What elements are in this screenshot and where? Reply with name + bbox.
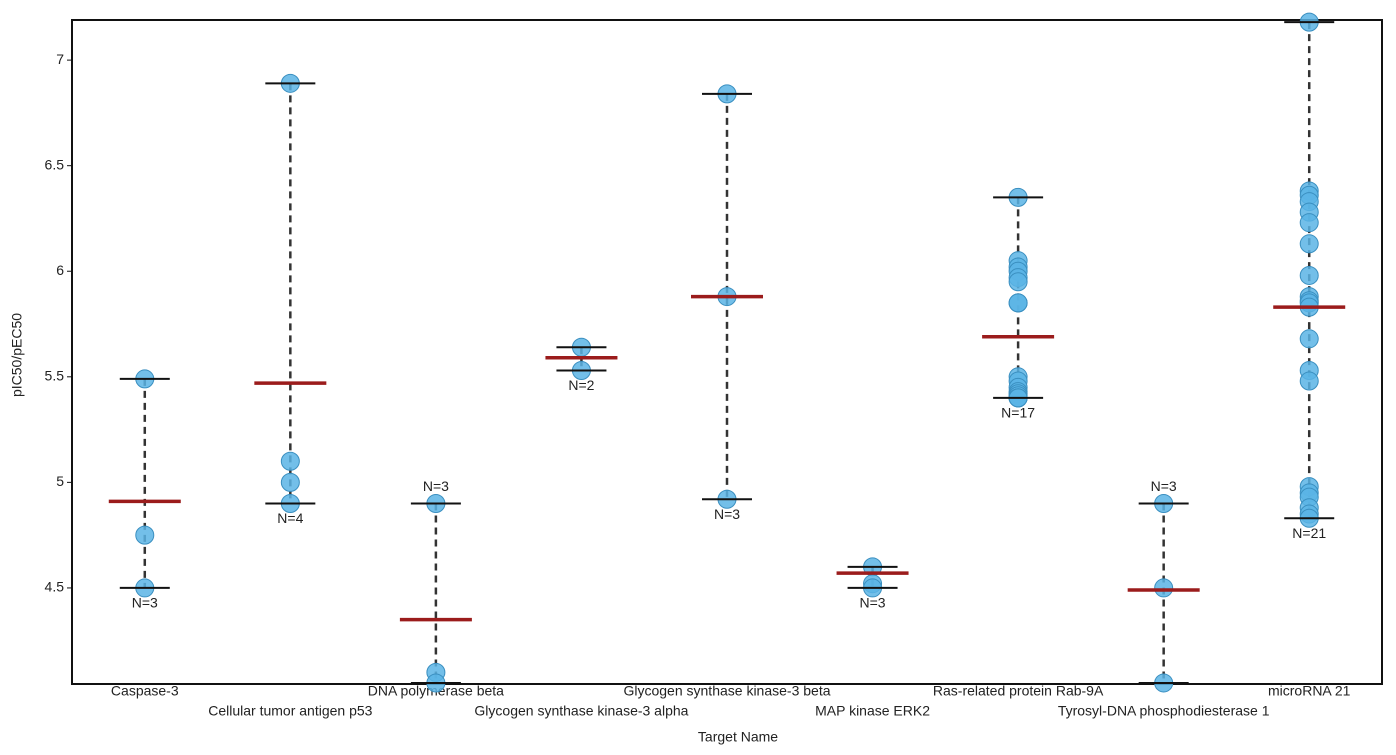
n-label: N=17: [1001, 405, 1035, 421]
x-axis-label: Target Name: [698, 729, 778, 745]
y-tick-label: 5.5: [45, 368, 65, 384]
plot-frame: [71, 19, 1383, 685]
y-tick-label: 6.5: [45, 156, 65, 172]
y-tick-label: 6: [56, 262, 64, 278]
x-tick-label: Cellular tumor antigen p53: [208, 703, 372, 719]
data-point: [280, 472, 300, 492]
data-point: [1299, 234, 1319, 254]
data-point: [1154, 578, 1174, 598]
data-point: [1299, 371, 1319, 391]
y-tick-label: 7: [56, 51, 64, 67]
n-label: N=21: [1292, 525, 1326, 541]
x-tick-label: Ras-related protein Rab-9A: [933, 683, 1104, 699]
data-point: [1299, 329, 1319, 349]
n-label: N=3: [714, 506, 740, 522]
data-point: [1008, 293, 1028, 313]
x-tick-label: Glycogen synthase kinase-3 beta: [623, 683, 830, 699]
n-label: N=3: [132, 595, 158, 611]
data-point: [1299, 265, 1319, 285]
x-tick-label: Glycogen synthase kinase-3 alpha: [474, 703, 688, 719]
y-axis-label: pIC50/pEC50: [9, 313, 25, 397]
data-point: [1299, 213, 1319, 233]
n-label: N=3: [1151, 478, 1177, 494]
x-tick-label: microRNA 21: [1268, 683, 1351, 699]
data-point: [1008, 272, 1028, 292]
y-tick-label: 5: [56, 473, 64, 489]
data-point: [280, 451, 300, 471]
n-label: N=4: [277, 510, 303, 526]
n-label: N=2: [568, 377, 594, 393]
data-point: [135, 525, 155, 545]
y-tick-label: 4.5: [45, 579, 65, 595]
n-label: N=3: [423, 478, 449, 494]
n-label: N=3: [860, 595, 886, 611]
x-tick-label: Tyrosyl-DNA phosphodiesterase 1: [1058, 703, 1270, 719]
x-tick-label: MAP kinase ERK2: [815, 703, 930, 719]
x-tick-label: Caspase-3: [111, 683, 179, 699]
